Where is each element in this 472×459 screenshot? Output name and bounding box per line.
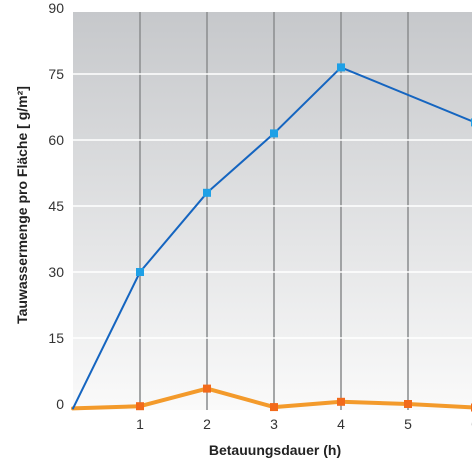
y-tick-label-75: 75 [48,66,64,82]
x-tick-label-1: 1 [136,416,144,432]
y-tick-label-60: 60 [48,132,64,148]
series-2-point-5 [404,400,412,408]
x-tick-label-3: 3 [270,416,278,432]
series-2-point-2 [203,384,211,393]
x-tick-label-4: 4 [337,416,345,432]
series-1-line [72,66,472,410]
y-tick-label-0: 0 [56,396,64,412]
y-tick-label-30: 30 [48,264,64,280]
plot-area [73,12,472,410]
x-tick-label-2: 2 [203,416,211,432]
series-2-point-1 [136,402,144,411]
series-1-point-2 [203,188,211,197]
x-axis-title: Betauungsdauer (h) [209,442,341,458]
y-tick-label-45: 45 [48,198,64,214]
y-tick-label-15: 15 [48,330,64,346]
series-2-point-4 [337,397,345,406]
y-axis-title: Tauwassermenge pro Fläche [ g/m²] [14,86,30,324]
series-1-point-1 [136,268,144,276]
series-1-point-3 [270,129,278,138]
y-tick-label-90: 90 [48,0,64,16]
series-2-point-3 [270,403,278,412]
x-tick-label-5: 5 [404,416,412,432]
series-1-point-4 [337,63,345,72]
